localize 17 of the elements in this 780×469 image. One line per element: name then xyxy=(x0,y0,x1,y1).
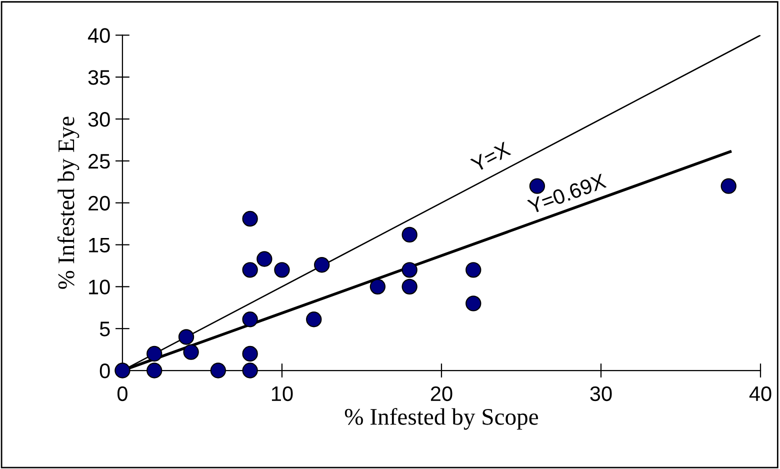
x-tick-label: 20 xyxy=(430,386,452,402)
y-tick-label: 35 xyxy=(88,70,110,85)
x-tick-label: 0 xyxy=(117,386,128,402)
x-tick-label: 10 xyxy=(272,386,293,402)
y-tick-label: 0 xyxy=(100,364,110,378)
x-tick-label: 30 xyxy=(590,386,612,402)
y-tick-label: 10 xyxy=(89,280,110,294)
y-axis-title: % Infested by Eye xyxy=(57,116,80,289)
y-tick-label: 30 xyxy=(88,112,110,127)
y-tick-label: 20 xyxy=(88,196,110,211)
x-axis-title: % Infested by Scope xyxy=(344,408,538,430)
x-tick-label: 40 xyxy=(749,386,772,402)
y-tick-label: 15 xyxy=(89,238,110,253)
y-tick-label: 5 xyxy=(100,322,110,336)
y-tick-label: 25 xyxy=(88,154,110,169)
text: Y=X xyxy=(470,141,512,172)
y-tick-label: 40 xyxy=(88,28,110,43)
